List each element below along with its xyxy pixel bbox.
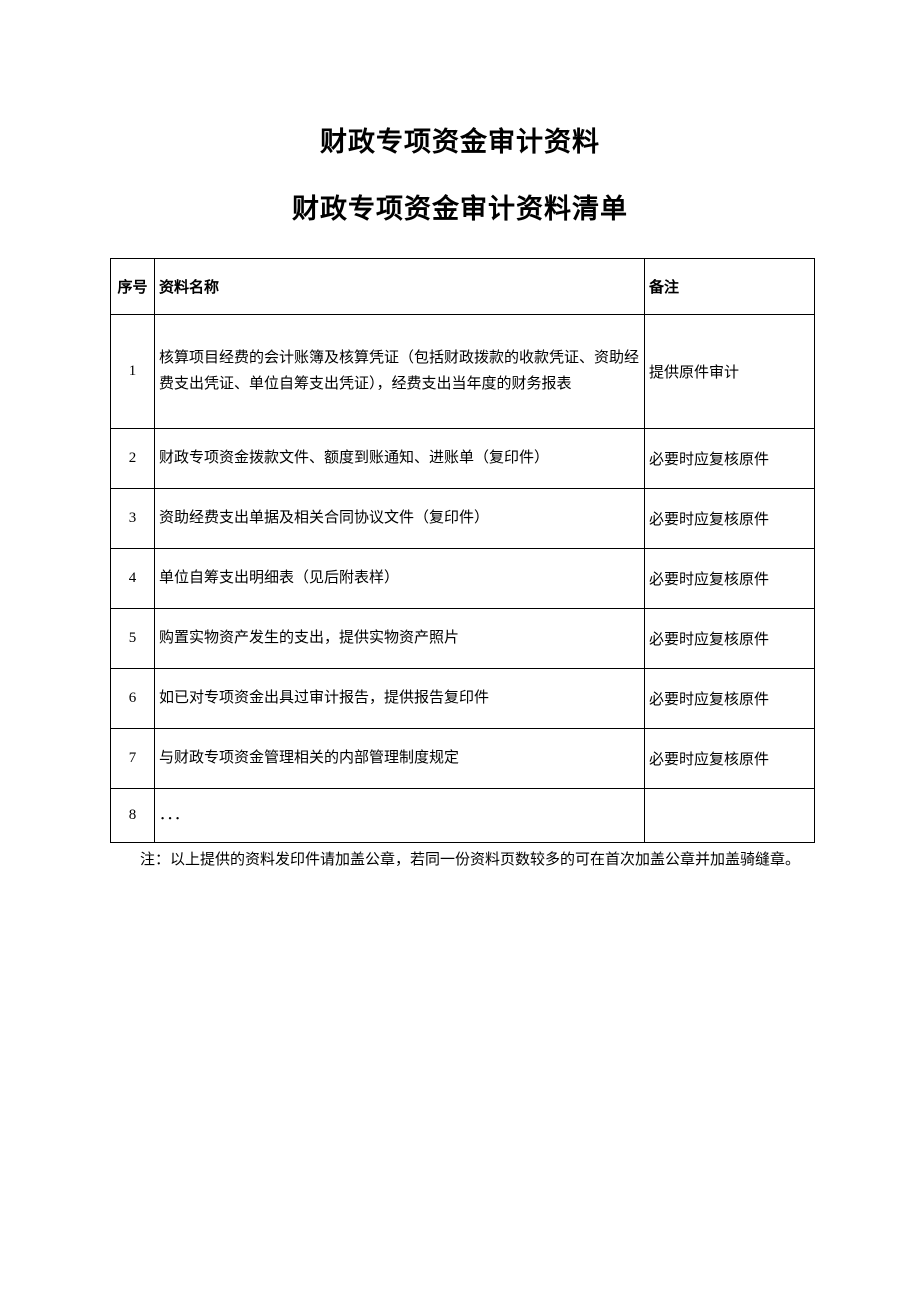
cell-seq: 2 [111,429,155,489]
cell-name: ．．． [155,789,645,843]
table-row: 4 单位自筹支出明细表（见后附表样） 必要时应复核原件 [111,549,815,609]
sub-title: 财政专项资金审计资料清单 [110,187,810,226]
header-note: 备注 [645,259,815,315]
materials-table: 序号 资料名称 备注 1 核算项目经费的会计账簿及核算凭证（包括财政拨款的收款凭… [110,258,815,843]
table-row: 1 核算项目经费的会计账簿及核算凭证（包括财政拨款的收款凭证、资助经费支出凭证、… [111,315,815,429]
cell-name: 资助经费支出单据及相关合同协议文件（复印件） [155,489,645,549]
cell-name: 与财政专项资金管理相关的内部管理制度规定 [155,729,645,789]
cell-note: 必要时应复核原件 [645,729,815,789]
table-row: 6 如已对专项资金出具过审计报告，提供报告复印件 必要时应复核原件 [111,669,815,729]
cell-name: 核算项目经费的会计账簿及核算凭证（包括财政拨款的收款凭证、资助经费支出凭证、单位… [155,315,645,429]
cell-note: 必要时应复核原件 [645,609,815,669]
cell-note: 必要时应复核原件 [645,489,815,549]
cell-seq: 7 [111,729,155,789]
cell-seq: 5 [111,609,155,669]
cell-seq: 3 [111,489,155,549]
table-row: 7 与财政专项资金管理相关的内部管理制度规定 必要时应复核原件 [111,729,815,789]
cell-name: 如已对专项资金出具过审计报告，提供报告复印件 [155,669,645,729]
cell-name: 财政专项资金拨款文件、额度到账通知、进账单（复印件） [155,429,645,489]
table-row: 5 购置实物资产发生的支出，提供实物资产照片 必要时应复核原件 [111,609,815,669]
table-row: 8 ．．． [111,789,815,843]
cell-note: 必要时应复核原件 [645,429,815,489]
cell-note: 必要时应复核原件 [645,669,815,729]
cell-name: 购置实物资产发生的支出，提供实物资产照片 [155,609,645,669]
cell-note: 必要时应复核原件 [645,549,815,609]
table-body: 1 核算项目经费的会计账簿及核算凭证（包括财政拨款的收款凭证、资助经费支出凭证、… [111,315,815,843]
cell-seq: 1 [111,315,155,429]
header-seq: 序号 [111,259,155,315]
header-name: 资料名称 [155,259,645,315]
table-header-row: 序号 资料名称 备注 [111,259,815,315]
cell-seq: 4 [111,549,155,609]
cell-seq: 8 [111,789,155,843]
table-row: 3 资助经费支出单据及相关合同协议文件（复印件） 必要时应复核原件 [111,489,815,549]
cell-note: 提供原件审计 [645,315,815,429]
cell-name: 单位自筹支出明细表（见后附表样） [155,549,645,609]
cell-note [645,789,815,843]
table-row: 2 财政专项资金拨款文件、额度到账通知、进账单（复印件） 必要时应复核原件 [111,429,815,489]
cell-seq: 6 [111,669,155,729]
footnote: 注：以上提供的资料发印件请加盖公章，若同一份资料页数较多的可在首次加盖公章并加盖… [110,849,810,872]
main-title: 财政专项资金审计资料 [110,120,810,159]
